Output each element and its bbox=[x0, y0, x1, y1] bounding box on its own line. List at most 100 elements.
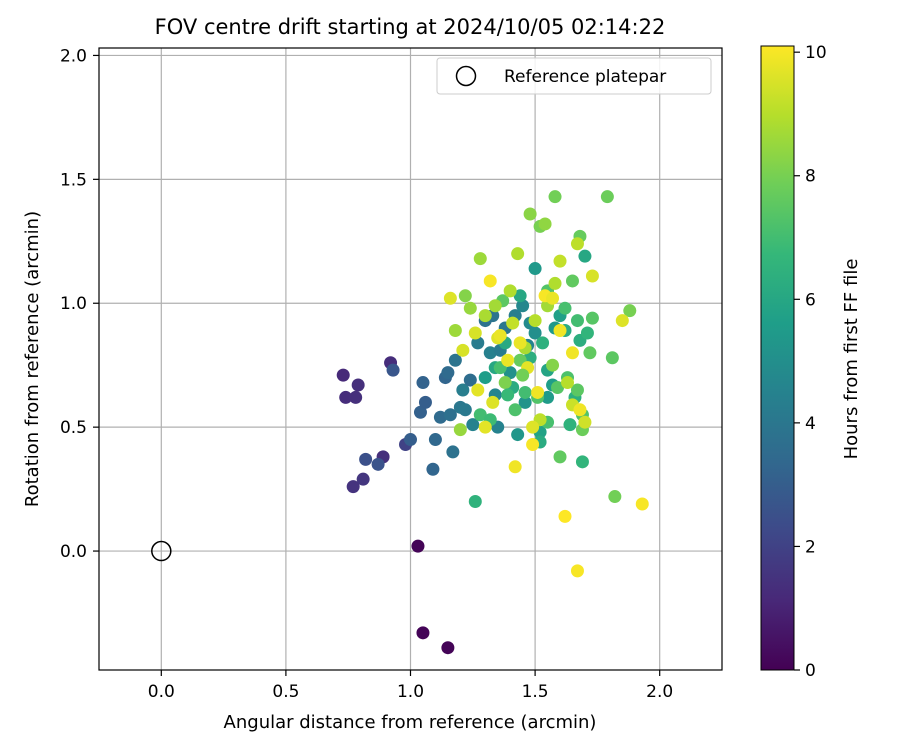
scatter-point bbox=[351, 378, 365, 392]
scatter-point bbox=[570, 237, 584, 251]
scatter-point bbox=[493, 328, 507, 342]
scatter-point bbox=[416, 626, 430, 640]
scatter-point bbox=[516, 368, 530, 382]
scatter-point bbox=[551, 380, 565, 394]
scatter-point bbox=[478, 309, 492, 323]
scatter-point bbox=[506, 316, 520, 330]
scatter-point bbox=[565, 346, 579, 360]
y-axis-label: Rotation from reference (arcmin) bbox=[22, 211, 43, 507]
colorbar-tick-label: 0 bbox=[805, 661, 816, 681]
scatter-point bbox=[411, 539, 425, 553]
scatter-point bbox=[570, 314, 584, 328]
x-axis: 0.0 0.5 1.0 1.5 2.0 bbox=[148, 670, 673, 702]
scatter-point bbox=[339, 390, 353, 404]
scatter-point bbox=[463, 301, 477, 315]
colorbar: 0 2 4 6 8 10 Hours from first FF file bbox=[760, 43, 862, 681]
scatter-point bbox=[428, 433, 442, 447]
scatter-point bbox=[404, 433, 417, 447]
scatter-point bbox=[508, 403, 522, 417]
scatter-point bbox=[585, 311, 599, 325]
scatter-point bbox=[501, 388, 515, 402]
scatter-point bbox=[570, 564, 584, 578]
scatter-point bbox=[615, 314, 629, 328]
colorbar-tick-label: 2 bbox=[805, 537, 816, 557]
scatter-point bbox=[456, 383, 470, 397]
scatter-point bbox=[371, 457, 385, 471]
scatter-point bbox=[608, 490, 622, 504]
scatter-point bbox=[483, 274, 497, 288]
scatter-point bbox=[578, 415, 592, 429]
legend-box bbox=[436, 57, 712, 95]
colorbar-label: Hours from first FF file bbox=[841, 259, 862, 460]
scatter-point bbox=[528, 262, 542, 276]
scatter-point bbox=[468, 326, 482, 340]
scatter-point bbox=[463, 373, 477, 387]
scatter-point bbox=[526, 420, 540, 434]
scatter-point bbox=[453, 423, 467, 437]
colorbar-gradient bbox=[760, 45, 795, 671]
scatter-point bbox=[498, 376, 512, 390]
colorbar-tick-label: 10 bbox=[805, 43, 827, 63]
scatter-point bbox=[573, 403, 587, 417]
scatter-point bbox=[528, 314, 542, 328]
scatter-point bbox=[560, 376, 574, 390]
scatter-point bbox=[448, 324, 462, 338]
x-tick-label: 2.0 bbox=[646, 682, 673, 702]
y-tick-label: 1.5 bbox=[60, 170, 87, 190]
colorbar-tick-label: 4 bbox=[805, 414, 816, 434]
scatter-point bbox=[471, 383, 485, 397]
scatter-point bbox=[580, 326, 594, 340]
scatter-point bbox=[528, 326, 542, 340]
scatter-point bbox=[578, 249, 592, 263]
scatter-point bbox=[546, 358, 560, 372]
scatter-point bbox=[546, 291, 560, 305]
scatter-point bbox=[523, 207, 537, 221]
scatter-point bbox=[518, 385, 532, 399]
scatter-point bbox=[570, 383, 584, 397]
scatter-point bbox=[433, 410, 447, 424]
legend-marker-circle-icon bbox=[455, 65, 477, 87]
scatter-point bbox=[483, 346, 497, 360]
scatter-point bbox=[563, 418, 577, 432]
scatter-point bbox=[516, 299, 530, 313]
scatter-point bbox=[443, 408, 457, 422]
scatter-point bbox=[471, 336, 485, 350]
scatter-point bbox=[456, 343, 470, 357]
scatter-point bbox=[413, 405, 427, 419]
scatter-point bbox=[553, 450, 567, 464]
scatter-point bbox=[448, 353, 462, 367]
scatter-point bbox=[478, 420, 492, 434]
scatter-point bbox=[605, 351, 619, 365]
y-tick-label: 1.0 bbox=[60, 294, 87, 314]
scatter-point bbox=[583, 346, 597, 360]
legend-entry-reference: Reference platepar bbox=[504, 67, 666, 87]
scatter-point bbox=[486, 395, 500, 409]
y-axis: 0.0 0.5 1.0 1.5 2.0 bbox=[60, 46, 99, 562]
reference-platepar-marker bbox=[151, 540, 172, 562]
colorbar-tick-label: 6 bbox=[805, 290, 816, 310]
scatter-point bbox=[473, 252, 487, 266]
scatter-point bbox=[553, 254, 567, 268]
grid-lines bbox=[99, 48, 722, 670]
scatter-point bbox=[336, 368, 350, 382]
scatter-point bbox=[458, 403, 472, 417]
colorbar-tick-label: 8 bbox=[805, 167, 816, 187]
scatter-point bbox=[523, 351, 537, 365]
chart-title: FOV centre drift starting at 2024/10/05 … bbox=[155, 15, 666, 39]
scatter-point bbox=[478, 371, 492, 385]
scatter-point bbox=[553, 324, 567, 338]
y-tick-label: 2.0 bbox=[60, 46, 87, 66]
scatter-point bbox=[503, 366, 517, 380]
y-tick-label: 0.0 bbox=[60, 542, 87, 562]
scatter-point bbox=[513, 336, 527, 350]
scatter-point bbox=[488, 299, 502, 313]
reference-marker-layer bbox=[151, 540, 172, 562]
scatter-point bbox=[466, 418, 480, 432]
scatter-point bbox=[503, 284, 517, 298]
scatter-point bbox=[443, 291, 457, 305]
y-tick-label: 0.5 bbox=[60, 418, 87, 438]
scatter-point bbox=[635, 497, 649, 511]
scatter-point bbox=[418, 395, 432, 409]
scatter-point bbox=[349, 390, 363, 404]
